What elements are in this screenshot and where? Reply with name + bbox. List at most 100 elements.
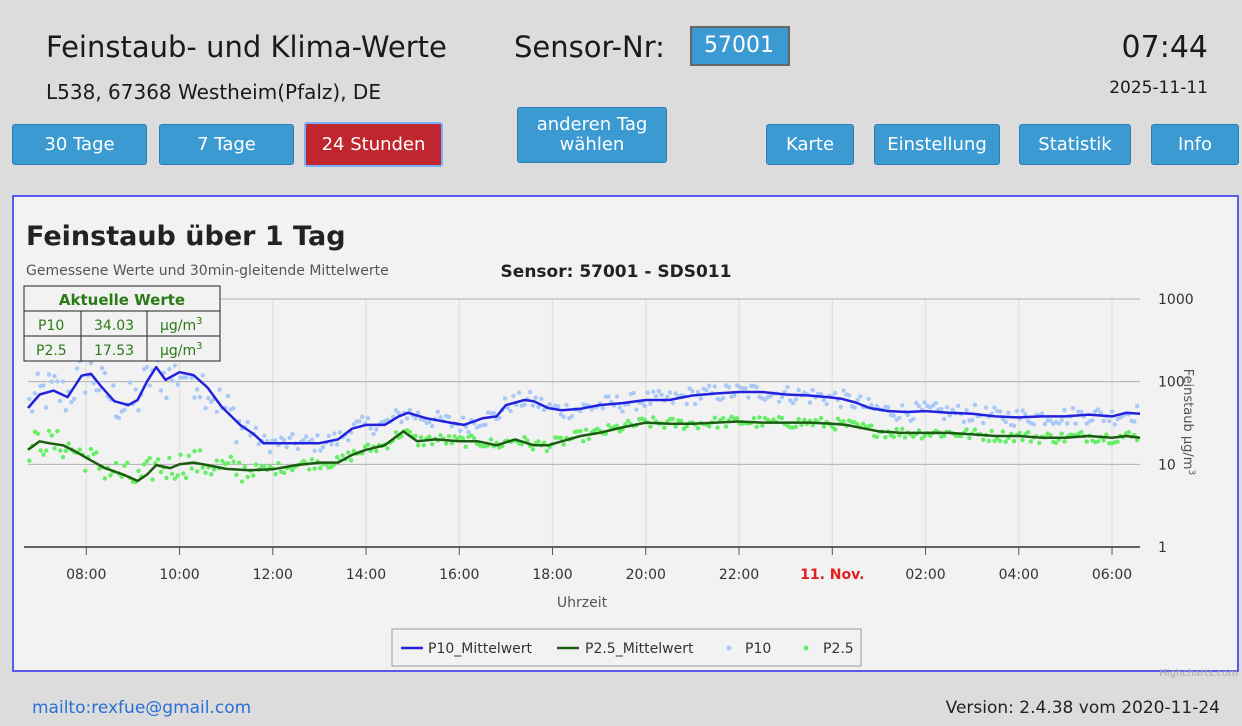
p25-point xyxy=(245,474,250,480)
p25-point xyxy=(894,426,899,432)
p25-point xyxy=(220,458,225,464)
current-p10-unit: µg/m3 xyxy=(160,316,203,334)
statistics-button[interactable]: Statistik xyxy=(1019,124,1131,165)
p25-point xyxy=(832,427,838,432)
map-button[interactable]: Karte xyxy=(766,124,854,165)
p25-point xyxy=(869,423,874,428)
p10-point xyxy=(1135,404,1140,409)
p25-point xyxy=(242,464,247,470)
legend-p10-mittelwert[interactable]: P10_Mittelwert xyxy=(428,641,533,657)
p10-point xyxy=(491,410,496,416)
p10-point xyxy=(886,405,891,410)
p10-point xyxy=(225,393,231,399)
p25-point xyxy=(141,462,147,467)
p10-point xyxy=(83,390,88,395)
p25-point xyxy=(1020,437,1025,443)
p10-point xyxy=(726,385,731,390)
clock: 07:44 xyxy=(1121,30,1208,65)
p25-point xyxy=(989,428,994,434)
p10-point xyxy=(698,396,703,401)
p25-point xyxy=(1104,432,1109,437)
p10-point xyxy=(547,402,552,407)
p25-point xyxy=(181,471,186,476)
other-day-line1: anderen Tag xyxy=(536,114,648,135)
p25-point xyxy=(253,462,259,467)
legend-p10[interactable]: P10 xyxy=(745,641,771,657)
p10-point xyxy=(981,420,986,426)
p25-point xyxy=(237,460,242,465)
p25-point xyxy=(113,460,119,466)
legend-p25-mittelwert[interactable]: P2.5_Mittelwert xyxy=(585,641,694,657)
p10-point xyxy=(790,400,796,406)
p10-point xyxy=(855,397,860,403)
p10-point xyxy=(1011,423,1017,428)
p25-point xyxy=(49,433,54,438)
p10-point xyxy=(858,394,863,399)
p10-point xyxy=(416,410,421,415)
p10-point xyxy=(167,366,172,372)
other-day-button[interactable]: anderen Tag wählen xyxy=(517,107,667,163)
p25-point xyxy=(695,426,701,431)
p25-point xyxy=(715,425,720,430)
p25-point xyxy=(916,428,922,433)
p10-point xyxy=(200,373,205,378)
p25-point xyxy=(841,419,846,424)
p10-point xyxy=(52,373,57,379)
p10-point xyxy=(1079,409,1084,415)
p25-point xyxy=(66,441,71,446)
hours24-button[interactable]: 24 Stunden xyxy=(304,122,443,167)
p10-point xyxy=(684,401,689,407)
p10-point xyxy=(824,401,829,407)
current-values-table: Aktuelle Werte P10 34.03 µg/m3 P2.5 17.5… xyxy=(23,285,221,362)
p10-point xyxy=(852,405,857,410)
p10-point xyxy=(947,413,952,418)
mail-link[interactable]: mailto:rexfue@gmail.com xyxy=(32,698,252,718)
p25-point xyxy=(614,423,620,429)
x-tick-label: 10:00 xyxy=(159,567,199,583)
p25-point xyxy=(1028,439,1034,444)
p25-point xyxy=(35,431,40,436)
p10-point xyxy=(516,390,522,395)
p25-point xyxy=(751,416,757,421)
p10-point xyxy=(116,415,122,421)
p10-point xyxy=(99,366,105,371)
y-tick-label: 10 xyxy=(1158,457,1176,473)
p10-mittelwert-line xyxy=(27,365,1141,445)
settings-button[interactable]: Einstellung xyxy=(874,124,1000,165)
p10-point xyxy=(796,387,801,393)
info-button[interactable]: Info xyxy=(1151,124,1239,165)
p10-point xyxy=(933,400,938,406)
p25-point xyxy=(203,470,208,475)
days30-button[interactable]: 30 Tage xyxy=(12,124,147,165)
p10-point xyxy=(318,448,323,453)
p10-point xyxy=(1101,418,1106,424)
p10-point xyxy=(460,415,466,420)
p10-point xyxy=(393,408,399,413)
p25-point xyxy=(1059,431,1064,436)
p10-point xyxy=(754,385,759,390)
p10-point xyxy=(175,382,180,387)
p25-point xyxy=(155,457,161,462)
p10-point xyxy=(810,388,815,393)
p10-point xyxy=(127,380,133,385)
p25-point xyxy=(234,472,239,477)
p10-point xyxy=(144,365,150,370)
p10-point xyxy=(712,384,717,389)
version-info: Version: 2.4.38 vom 2020-11-24 xyxy=(945,698,1220,718)
p25-point xyxy=(964,427,969,432)
p25-point xyxy=(662,425,667,430)
p25-point xyxy=(94,450,99,455)
p10-point xyxy=(620,409,625,414)
p10-point xyxy=(209,399,214,404)
p10-point xyxy=(396,410,401,416)
legend-p25[interactable]: P2.5 xyxy=(823,641,854,657)
p10-point xyxy=(309,437,315,442)
p25-point xyxy=(1025,429,1031,435)
p25-point xyxy=(27,458,32,463)
p10-point xyxy=(1023,412,1028,417)
days7-button[interactable]: 7 Tage xyxy=(159,124,294,165)
p10-point xyxy=(122,407,127,412)
p10-point xyxy=(46,372,52,377)
sensor-number-input[interactable]: 57001 xyxy=(690,26,790,66)
p25-point xyxy=(239,479,245,484)
